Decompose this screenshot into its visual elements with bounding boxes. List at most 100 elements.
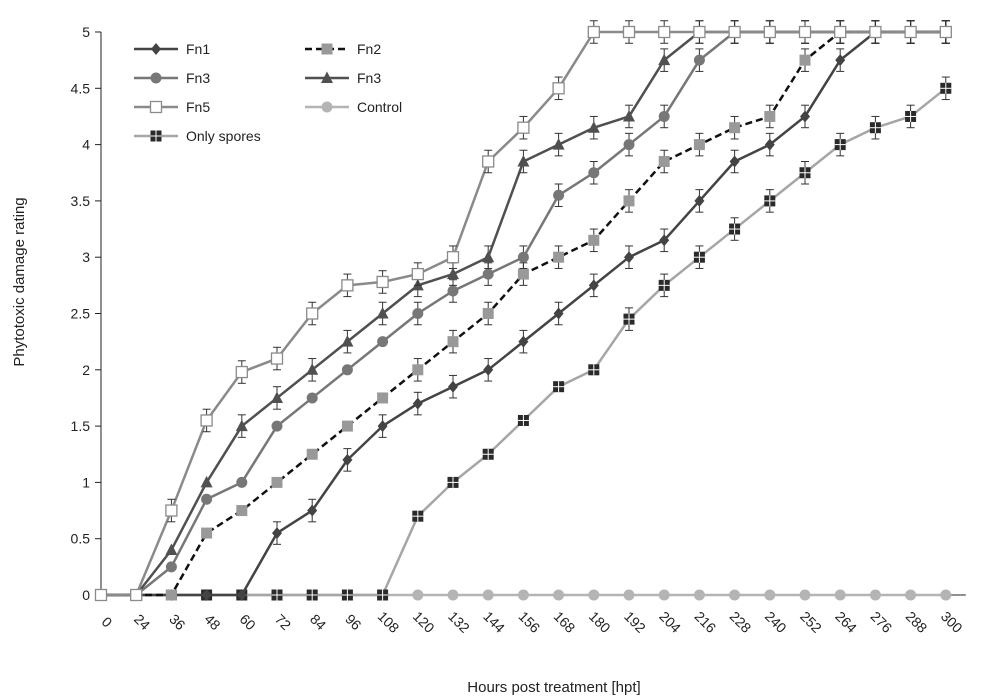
data-point (764, 27, 775, 38)
x-tick-label: 0 (99, 614, 116, 631)
y-tick-label: 1 (82, 474, 90, 490)
legend-marker (322, 44, 333, 55)
data-point (201, 528, 212, 539)
x-tick-label: 300 (938, 608, 966, 636)
data-point (659, 111, 670, 122)
x-tick-label: 120 (410, 608, 438, 636)
x-tick-label: 252 (797, 608, 825, 636)
data-point (236, 367, 247, 378)
data-point (518, 122, 529, 133)
data-point (272, 353, 283, 364)
legend-marker (151, 73, 162, 84)
data-point (377, 392, 388, 403)
data-point (588, 27, 599, 38)
x-axis-title: Hours post treatment [hpt] (467, 679, 640, 696)
x-tick-label: 288 (903, 608, 931, 636)
data-point (483, 308, 494, 319)
data-point (307, 449, 318, 460)
data-point (729, 27, 740, 38)
legend-label: Fn5 (186, 99, 210, 115)
x-tick-label: 156 (515, 608, 543, 636)
data-point (236, 477, 247, 488)
y-tick-label: 2 (82, 362, 90, 378)
x-tick-label: 108 (375, 608, 403, 636)
legend-label: Fn2 (357, 41, 381, 57)
data-point (448, 252, 459, 263)
data-point (448, 285, 459, 296)
data-point (518, 269, 529, 280)
data-point (483, 269, 494, 280)
data-point (553, 83, 564, 94)
data-point (448, 336, 459, 347)
data-point (482, 251, 494, 263)
data-point (236, 505, 247, 516)
data-point (588, 235, 599, 246)
y-tick-label: 5 (82, 24, 90, 40)
legend-label: Fn3 (357, 70, 381, 86)
data-point (412, 308, 423, 319)
legend-item: Fn3 (134, 70, 210, 86)
data-point (764, 590, 775, 601)
data-point (659, 590, 670, 601)
data-point (553, 590, 564, 601)
data-point (413, 398, 423, 410)
data-point (800, 27, 811, 38)
data-point (870, 590, 881, 601)
data-point (624, 139, 635, 150)
data-point (201, 415, 212, 426)
data-point (342, 421, 353, 432)
legend-label: Control (357, 99, 402, 115)
legend-marker (151, 102, 162, 113)
data-point (659, 156, 670, 167)
legend: Fn1 Fn2 Fn3 Fn3 Fn5 Control Only spores (134, 41, 402, 144)
x-tick-label: 84 (307, 611, 329, 633)
y-tick-label: 2.5 (71, 306, 91, 322)
series-fn1 (96, 21, 951, 601)
data-point (342, 364, 353, 375)
data-point (307, 392, 318, 403)
x-tick-label: 72 (272, 611, 294, 633)
data-point (272, 477, 283, 488)
legend-item: Fn5 (134, 99, 210, 115)
data-point (377, 276, 388, 287)
data-point (448, 590, 459, 601)
data-point (624, 195, 635, 206)
data-point (729, 590, 740, 601)
data-point (272, 421, 283, 432)
x-tick-label: 192 (621, 608, 649, 636)
data-point (412, 269, 423, 280)
y-tick-label: 4 (82, 137, 90, 153)
data-point (905, 27, 916, 38)
x-tick-label: 36 (166, 611, 188, 633)
x-tick-label: 60 (237, 611, 259, 633)
data-point (588, 590, 599, 601)
x-tick-label: 204 (656, 608, 684, 636)
data-point (694, 139, 705, 150)
data-point (870, 27, 881, 38)
data-point (518, 590, 529, 601)
x-tick-label: 240 (762, 608, 790, 636)
x-tick-label: 24 (131, 611, 153, 633)
data-point (940, 590, 951, 601)
data-point (166, 561, 177, 572)
data-point (800, 590, 811, 601)
data-point (553, 252, 564, 263)
data-point (483, 590, 494, 601)
data-point (624, 27, 635, 38)
data-point (940, 27, 951, 38)
legend-marker (322, 102, 333, 113)
data-point (201, 494, 212, 505)
y-axis-title: Phytotoxic damage rating (11, 197, 28, 366)
y-tick-label: 3.5 (71, 193, 91, 209)
data-point (694, 27, 705, 38)
data-point (588, 167, 599, 178)
data-point (166, 505, 177, 516)
x-tick-label: 264 (832, 608, 860, 636)
data-point (307, 308, 318, 319)
x-tick-label: 144 (480, 608, 508, 636)
data-point (166, 590, 177, 601)
data-point (835, 27, 846, 38)
x-tick-label: 132 (445, 608, 473, 636)
legend-marker (151, 43, 161, 55)
